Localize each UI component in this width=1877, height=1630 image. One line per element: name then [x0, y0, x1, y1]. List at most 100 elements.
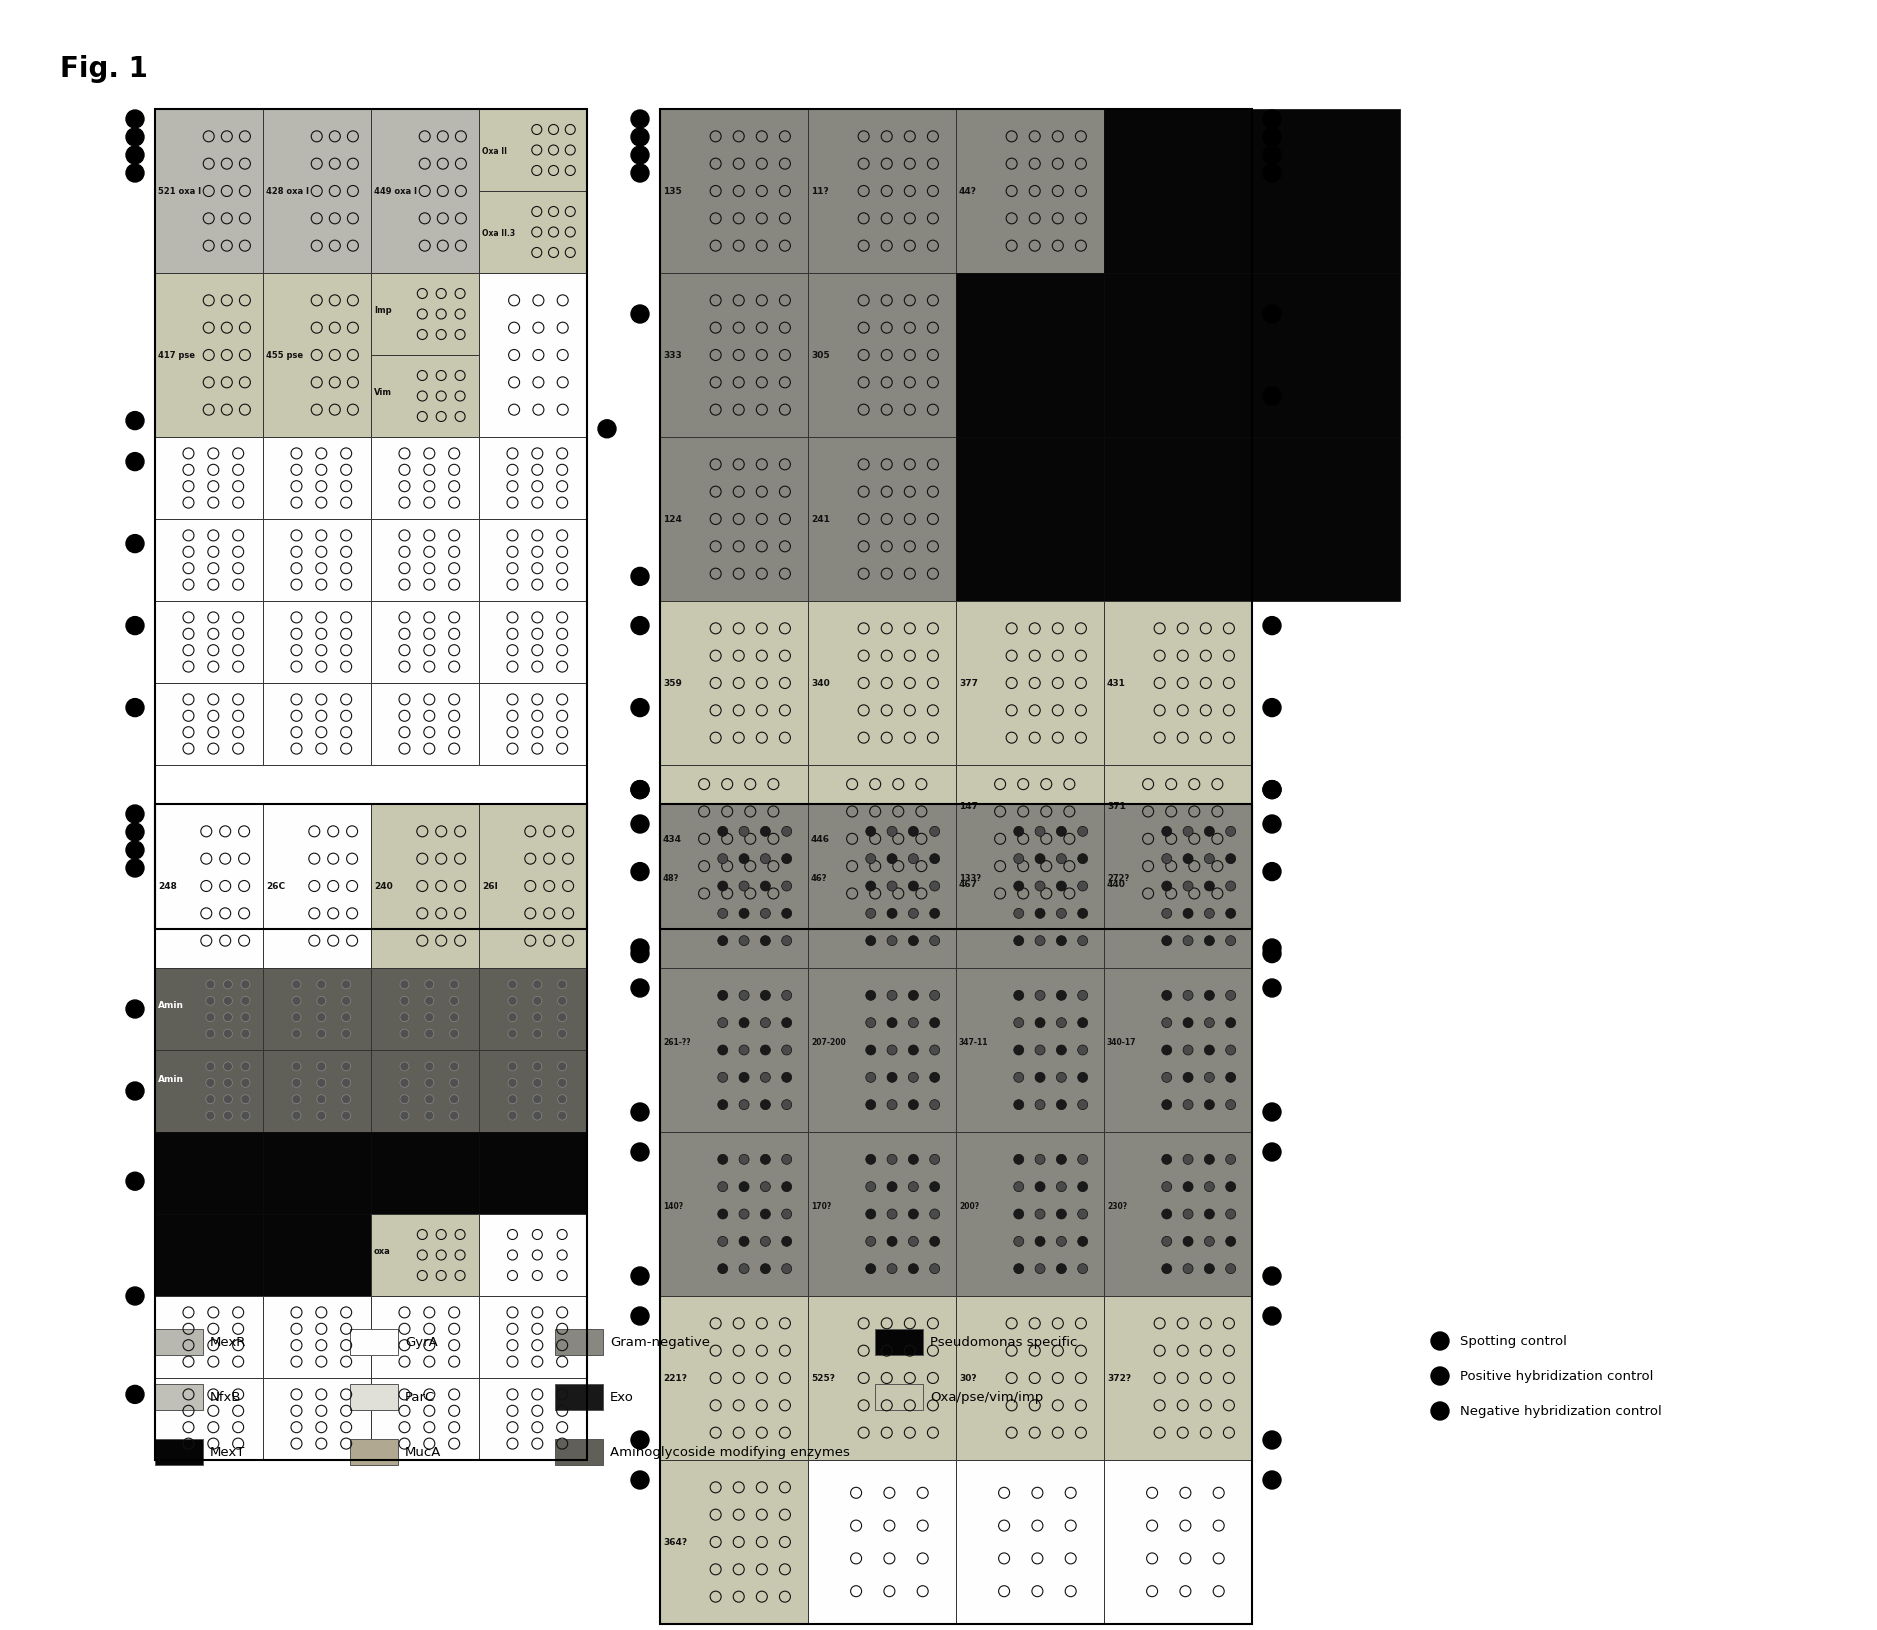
Circle shape [240, 1095, 250, 1104]
Circle shape [631, 306, 649, 324]
Circle shape [1057, 1209, 1066, 1219]
Circle shape [1034, 1209, 1045, 1219]
Circle shape [557, 1095, 567, 1104]
FancyBboxPatch shape [156, 438, 263, 520]
Circle shape [342, 1095, 351, 1104]
Circle shape [865, 1045, 877, 1055]
FancyBboxPatch shape [807, 805, 955, 968]
Circle shape [908, 1045, 918, 1055]
FancyBboxPatch shape [372, 1377, 479, 1460]
Text: Oxa II.3: Oxa II.3 [482, 228, 514, 238]
Circle shape [717, 1263, 728, 1275]
Circle shape [509, 980, 516, 989]
Circle shape [1014, 826, 1023, 836]
FancyBboxPatch shape [263, 805, 372, 968]
Circle shape [1014, 910, 1023, 919]
Circle shape [1057, 1182, 1066, 1192]
Circle shape [206, 980, 214, 989]
FancyBboxPatch shape [955, 109, 1104, 274]
Circle shape [400, 1079, 409, 1087]
Circle shape [740, 991, 749, 1001]
Circle shape [400, 996, 409, 1006]
Circle shape [717, 1100, 728, 1110]
FancyBboxPatch shape [156, 1377, 263, 1460]
Circle shape [293, 980, 300, 989]
Circle shape [740, 826, 749, 836]
FancyBboxPatch shape [807, 1460, 955, 1623]
Text: 11?: 11? [811, 187, 830, 196]
Circle shape [126, 859, 145, 877]
Circle shape [717, 1045, 728, 1055]
FancyBboxPatch shape [1104, 438, 1252, 601]
Circle shape [929, 1073, 940, 1082]
Circle shape [1014, 991, 1023, 1001]
Circle shape [760, 1154, 770, 1164]
Circle shape [1014, 1237, 1023, 1247]
Circle shape [1183, 1073, 1194, 1082]
Circle shape [1057, 854, 1066, 864]
Circle shape [631, 781, 649, 799]
Circle shape [1034, 1237, 1045, 1247]
Circle shape [1205, 1045, 1214, 1055]
Circle shape [223, 1063, 233, 1071]
Circle shape [1077, 1100, 1087, 1110]
Text: 340: 340 [811, 680, 830, 688]
Circle shape [888, 854, 897, 864]
Circle shape [781, 1154, 792, 1164]
Text: Amin: Amin [158, 1074, 184, 1084]
Circle shape [760, 1209, 770, 1219]
Circle shape [1226, 854, 1235, 864]
Text: 230?: 230? [1107, 1201, 1126, 1211]
Text: 333: 333 [663, 352, 681, 360]
Circle shape [1183, 1237, 1194, 1247]
Circle shape [1077, 910, 1087, 919]
Circle shape [865, 1209, 877, 1219]
Circle shape [223, 1095, 233, 1104]
Circle shape [865, 936, 877, 945]
Circle shape [424, 1095, 434, 1104]
Circle shape [293, 1112, 300, 1120]
Text: 446: 446 [811, 835, 830, 844]
FancyBboxPatch shape [955, 805, 1104, 968]
Circle shape [424, 1063, 434, 1071]
Text: 359: 359 [663, 680, 681, 688]
Circle shape [293, 1014, 300, 1022]
Circle shape [400, 1063, 409, 1071]
Circle shape [781, 910, 792, 919]
FancyBboxPatch shape [955, 1460, 1104, 1623]
Circle shape [631, 862, 649, 882]
Circle shape [1226, 1237, 1235, 1247]
FancyBboxPatch shape [955, 601, 1104, 766]
Circle shape [240, 996, 250, 1006]
Circle shape [760, 1019, 770, 1029]
Circle shape [509, 996, 516, 1006]
Circle shape [631, 1143, 649, 1161]
Circle shape [1183, 1019, 1194, 1029]
Text: 248: 248 [158, 882, 176, 892]
Circle shape [740, 1237, 749, 1247]
Circle shape [240, 1030, 250, 1038]
Circle shape [240, 980, 250, 989]
FancyBboxPatch shape [479, 520, 588, 601]
Circle shape [223, 1030, 233, 1038]
Circle shape [740, 1045, 749, 1055]
Circle shape [908, 1154, 918, 1164]
Text: 377: 377 [959, 680, 978, 688]
FancyBboxPatch shape [955, 1133, 1104, 1296]
Circle shape [908, 910, 918, 919]
Circle shape [908, 1073, 918, 1082]
Circle shape [509, 1063, 516, 1071]
Circle shape [760, 910, 770, 919]
Circle shape [317, 1095, 327, 1104]
Circle shape [865, 882, 877, 892]
Circle shape [1034, 991, 1045, 1001]
FancyBboxPatch shape [1104, 274, 1252, 438]
Circle shape [293, 1063, 300, 1071]
Circle shape [865, 1019, 877, 1029]
Circle shape [126, 1172, 145, 1190]
Circle shape [533, 980, 542, 989]
Circle shape [740, 1073, 749, 1082]
Circle shape [865, 826, 877, 836]
FancyBboxPatch shape [661, 1296, 807, 1460]
Circle shape [929, 854, 940, 864]
